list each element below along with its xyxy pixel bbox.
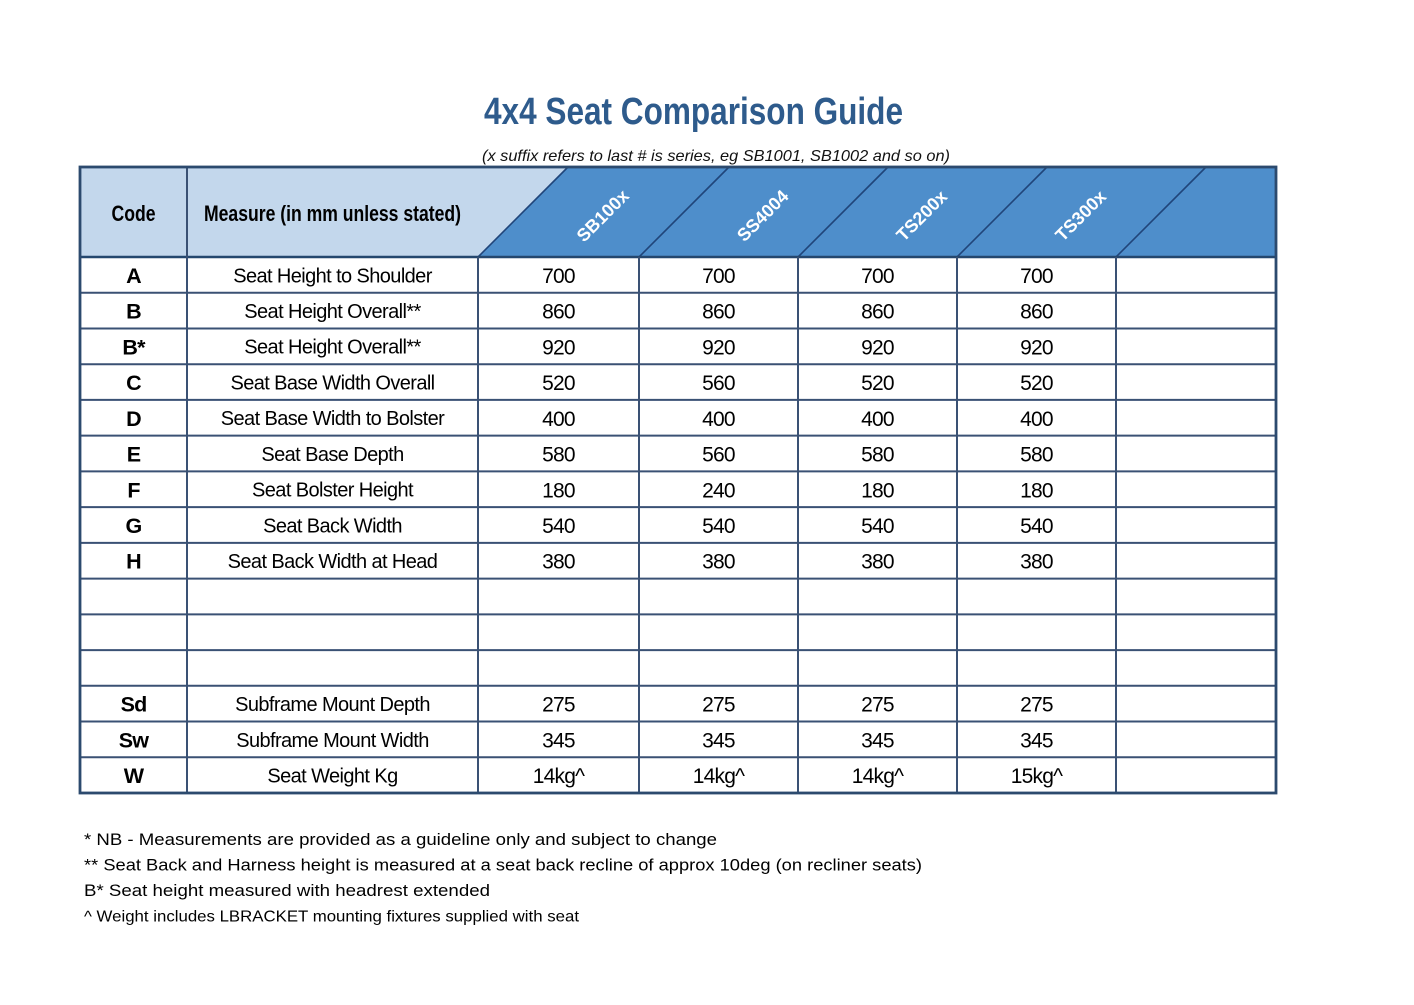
svg-text:920: 920: [1020, 336, 1053, 359]
svg-text:E: E: [127, 443, 141, 467]
svg-text:400: 400: [861, 408, 894, 431]
svg-text:Seat Height to Shoulder: Seat Height to Shoulder: [233, 265, 433, 287]
svg-text:Seat Base Width to Bolster: Seat Base Width to Bolster: [221, 408, 445, 430]
svg-text:860: 860: [1020, 301, 1053, 324]
svg-text:Subframe Mount Depth: Subframe Mount Depth: [235, 694, 430, 716]
svg-text:580: 580: [542, 444, 575, 467]
svg-text:400: 400: [1020, 408, 1053, 431]
svg-text:860: 860: [861, 301, 894, 324]
svg-text:380: 380: [702, 551, 735, 574]
svg-text:400: 400: [702, 408, 735, 431]
svg-text:275: 275: [542, 694, 575, 717]
svg-text:400: 400: [542, 408, 575, 431]
svg-text:G: G: [126, 514, 142, 538]
svg-text:580: 580: [861, 444, 894, 467]
svg-text:920: 920: [702, 336, 735, 359]
svg-text:14kg^: 14kg^: [533, 765, 585, 788]
svg-text:Seat Weight Kg: Seat Weight Kg: [267, 766, 397, 788]
svg-text:Sd: Sd: [121, 693, 147, 717]
svg-text:W: W: [124, 764, 145, 788]
svg-text:520: 520: [542, 372, 575, 395]
svg-text:Subframe Mount Width: Subframe Mount Width: [236, 730, 429, 752]
svg-text:920: 920: [542, 336, 575, 359]
svg-text:15kg^: 15kg^: [1011, 765, 1063, 788]
svg-text:240: 240: [702, 479, 735, 502]
svg-text:860: 860: [702, 301, 735, 324]
svg-text:540: 540: [1020, 515, 1053, 538]
svg-text:540: 540: [702, 515, 735, 538]
svg-text:275: 275: [861, 694, 894, 717]
svg-text:Sw: Sw: [119, 728, 150, 752]
svg-text:275: 275: [702, 694, 735, 717]
svg-text:520: 520: [1020, 372, 1053, 395]
svg-text:180: 180: [861, 479, 894, 502]
svg-text:^ Weight includes LBRACKET mou: ^ Weight includes LBRACKET mounting fixt…: [84, 909, 580, 926]
svg-text:580: 580: [1020, 444, 1053, 467]
svg-text:180: 180: [1020, 479, 1053, 502]
svg-text:520: 520: [861, 372, 894, 395]
svg-text:(x suffix refers to last # is: (x suffix refers to last # is series, eg…: [482, 148, 950, 165]
svg-text:C: C: [126, 371, 141, 395]
svg-text:345: 345: [542, 729, 575, 752]
svg-text:Seat Height Overall**: Seat Height Overall**: [244, 301, 421, 323]
svg-text:Seat Height Overall**: Seat Height Overall**: [244, 337, 421, 359]
svg-text:B: B: [126, 300, 141, 324]
svg-text:180: 180: [542, 479, 575, 502]
svg-text:Seat Base Width Overall: Seat Base Width Overall: [230, 373, 434, 395]
svg-text:A: A: [126, 264, 141, 288]
svg-text:275: 275: [1020, 694, 1053, 717]
svg-text:860: 860: [542, 301, 575, 324]
svg-text:540: 540: [542, 515, 575, 538]
svg-text:D: D: [126, 407, 141, 431]
svg-text:345: 345: [861, 729, 894, 752]
svg-text:560: 560: [702, 372, 735, 395]
svg-text:920: 920: [861, 336, 894, 359]
svg-text:700: 700: [861, 265, 894, 288]
svg-text:560: 560: [702, 444, 735, 467]
svg-text:14kg^: 14kg^: [852, 765, 904, 788]
svg-text:380: 380: [542, 551, 575, 574]
svg-text:Seat Back Width: Seat Back Width: [263, 515, 402, 537]
svg-text:700: 700: [1020, 265, 1053, 288]
svg-text:540: 540: [861, 515, 894, 538]
svg-text:* NB - Measurements are provid: * NB - Measurements are provided as a gu…: [84, 830, 717, 849]
svg-text:Seat Base Depth: Seat Base Depth: [261, 444, 403, 466]
svg-text:Seat Back Width at Head: Seat Back Width at Head: [228, 551, 438, 573]
svg-text:B* Seat height measured with h: B* Seat height measured with headrest ex…: [84, 881, 490, 900]
svg-text:F: F: [127, 478, 140, 502]
svg-text:Code: Code: [112, 201, 156, 226]
svg-text:345: 345: [702, 729, 735, 752]
svg-text:B*: B*: [122, 335, 146, 359]
svg-text:Seat Bolster Height: Seat Bolster Height: [252, 480, 414, 502]
svg-text:345: 345: [1020, 729, 1053, 752]
svg-text:700: 700: [542, 265, 575, 288]
svg-text:700: 700: [702, 265, 735, 288]
svg-text:380: 380: [1020, 551, 1053, 574]
svg-text:14kg^: 14kg^: [693, 765, 745, 788]
svg-text:H: H: [126, 550, 141, 574]
svg-text:Measure (in mm unless stated): Measure (in mm unless stated): [204, 201, 461, 226]
svg-text:** Seat Back and Harness heigh: ** Seat Back and Harness height is measu…: [84, 856, 922, 875]
svg-text:4x4 Seat Comparison Guide: 4x4 Seat Comparison Guide: [484, 91, 903, 133]
svg-text:380: 380: [861, 551, 894, 574]
